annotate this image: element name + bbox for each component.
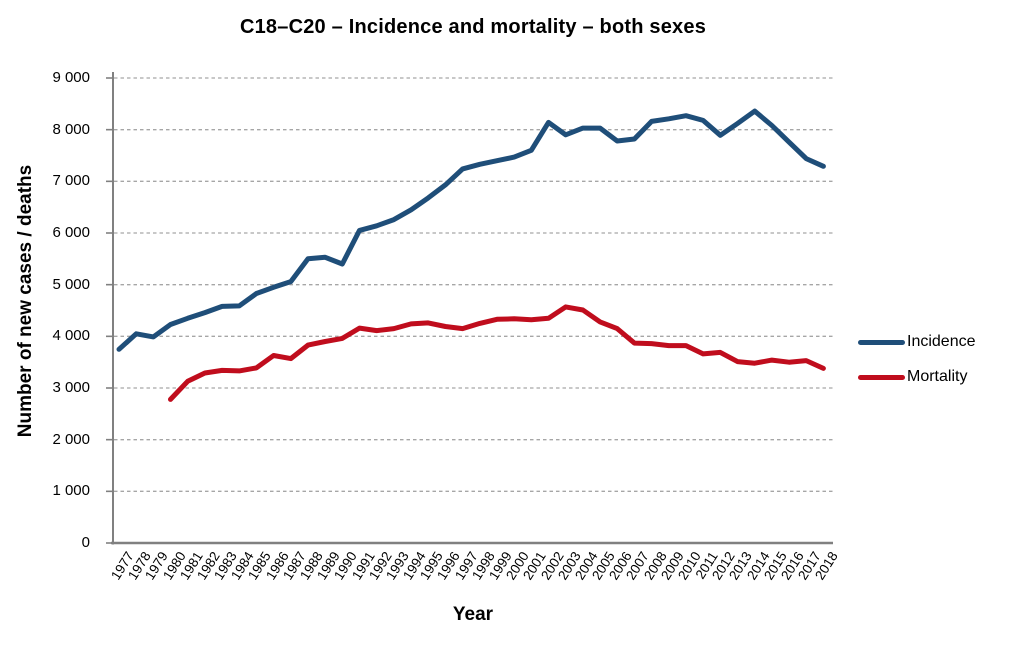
incidence-line (116, 108, 826, 352)
y-tick-label: 0 (81, 534, 90, 551)
y-tick-label: 3 000 (52, 379, 90, 396)
mortality-line (168, 304, 826, 402)
y-tick-label: 9 000 (52, 69, 90, 86)
incidence-legend-line-icon (858, 339, 905, 345)
mortality-legend-line-icon (858, 374, 905, 380)
y-tick-label: 8 000 (52, 120, 90, 138)
x-axis-title: Year (452, 604, 494, 625)
y-tick-label: 4 000 (52, 327, 90, 345)
legend: Incidence Mortality (858, 0, 1008, 649)
legend-label-mortality: Mortality (907, 368, 968, 385)
y-tick-label: 7 000 (52, 172, 90, 190)
legend-item-mortality: Mortality (858, 367, 967, 387)
legend-label-incidence: Incidence (907, 333, 976, 350)
y-tick-label: 2 000 (52, 430, 90, 448)
chart-title: C18–C20 – Incidence and mortality – both… (239, 16, 707, 38)
y-tick-label: 6 000 (52, 224, 90, 241)
y-tick-label: 5 000 (52, 275, 90, 293)
y-tick-label: 1 000 (52, 482, 90, 500)
legend-item-incidence: Incidence (858, 332, 976, 352)
